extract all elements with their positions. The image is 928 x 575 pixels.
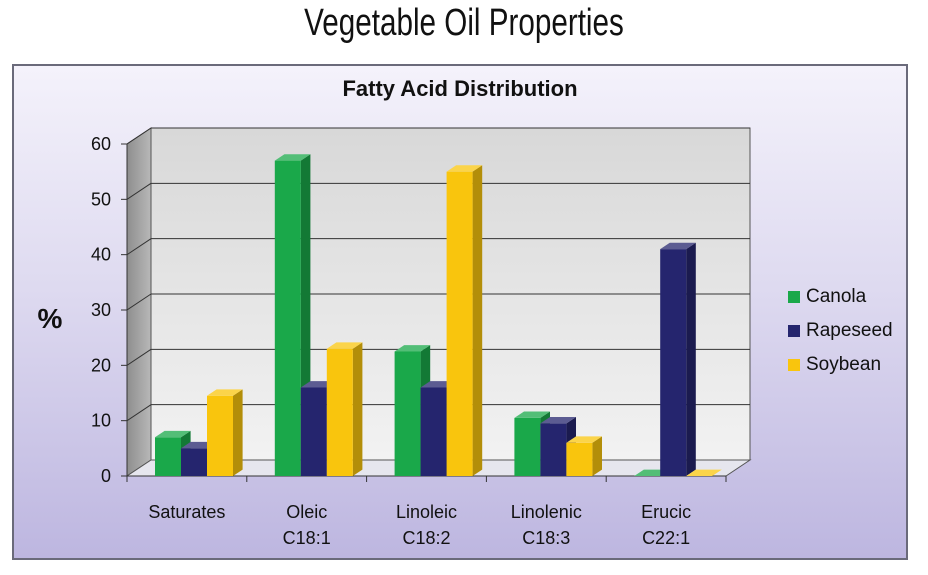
legend-swatch-rapeseed <box>788 325 800 337</box>
y-tick-label: 10 <box>91 411 111 431</box>
y-tick-label: 50 <box>91 189 111 209</box>
bar-front <box>514 417 541 476</box>
bar-side <box>686 242 696 476</box>
bar-top <box>686 469 722 476</box>
chart-title: Fatty Acid Distribution <box>342 76 577 101</box>
y-tick-label: 60 <box>91 134 111 154</box>
bar-front <box>274 160 301 476</box>
bar-front <box>300 387 327 476</box>
page-title: Vegetable Oil Properties <box>304 2 624 44</box>
bar-soybean-0 <box>207 389 243 476</box>
bar-top <box>446 165 483 172</box>
bar-top <box>274 154 311 161</box>
legend-swatch-soybean <box>788 359 800 371</box>
legend-swatch-canola <box>788 291 800 303</box>
y-axis-label: % <box>38 303 63 334</box>
bar-soybean-2 <box>446 165 483 476</box>
gridline <box>126 127 152 145</box>
bar-front <box>207 395 233 476</box>
legend-label-soybean: Soybean <box>806 354 881 375</box>
bar-top <box>566 436 602 443</box>
bar-top <box>394 345 431 352</box>
bar-side <box>472 165 483 476</box>
bar-side <box>592 436 602 476</box>
bar-top <box>207 389 243 396</box>
bar-side <box>233 389 243 476</box>
legend-label-rapeseed: Rapeseed <box>806 320 893 341</box>
y-tick-label: 40 <box>91 245 111 265</box>
bar-front <box>394 351 421 476</box>
bar-front <box>181 448 207 476</box>
x-category-label: C22:1 <box>642 528 690 548</box>
bar-rapeseed-4 <box>660 242 696 476</box>
x-category-label: Erucic <box>641 502 691 522</box>
bar-front <box>566 442 593 476</box>
legend: Canola Rapeseed Soybean <box>788 286 893 375</box>
x-category-label: Linoleic <box>396 502 457 522</box>
x-category-label: C18:2 <box>402 528 450 548</box>
bar-front <box>660 249 687 476</box>
x-category-label: C18:1 <box>283 528 331 548</box>
bar-top <box>326 342 363 349</box>
gridline <box>126 238 152 256</box>
bar-top <box>155 430 191 438</box>
x-category-label: Saturates <box>148 502 225 522</box>
bar-top <box>540 417 576 424</box>
gridline <box>126 404 152 422</box>
bar-soybean-1 <box>326 342 363 476</box>
bar-front <box>446 171 473 476</box>
bar-front <box>326 348 353 476</box>
y-tick-label: 0 <box>101 466 111 486</box>
bar-soybean-4 <box>686 469 722 476</box>
legend-label-canola: Canola <box>806 286 867 307</box>
gridline <box>126 293 152 311</box>
y-tick-label: 30 <box>91 300 111 320</box>
x-category-label: Oleic <box>286 502 327 522</box>
bar-front <box>155 437 181 476</box>
bar-front <box>420 387 447 476</box>
gridline <box>126 182 152 200</box>
x-category-label: Linolenic <box>511 502 582 522</box>
bar-top <box>660 242 696 250</box>
y-tick-label: 20 <box>91 355 111 375</box>
x-category-label: C18:3 <box>522 528 570 548</box>
bar-top <box>514 411 550 418</box>
bar-soybean-3 <box>566 436 602 476</box>
gridline <box>126 348 152 366</box>
bar-side <box>352 342 363 476</box>
bar-front <box>540 423 567 476</box>
